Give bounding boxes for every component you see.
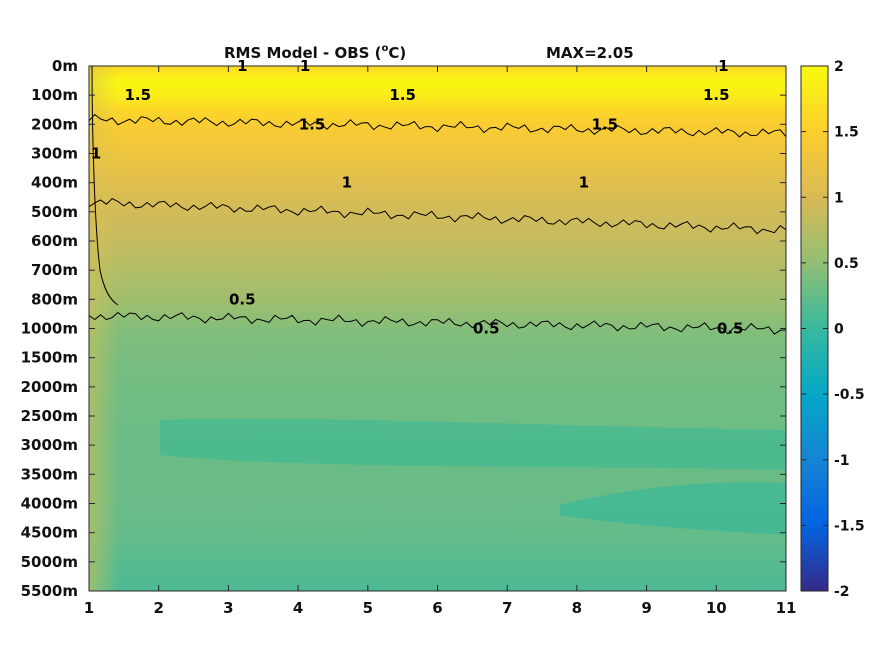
colorbar-tick-label: 1 — [834, 190, 844, 206]
colorbar-tick-label: -2 — [834, 584, 850, 600]
y-tick-label: 3000m — [21, 436, 78, 454]
contour-label: 0.5 — [473, 320, 500, 338]
y-tick-label: 5500m — [21, 582, 78, 600]
y-tick-label: 600m — [31, 232, 78, 250]
heatmap-area — [89, 66, 786, 591]
contour-line — [89, 311, 786, 335]
y-tick-label: 0m — [52, 57, 78, 75]
x-tick-label: 5 — [363, 599, 373, 617]
contour-label: 1 — [237, 57, 247, 75]
x-tick-label: 11 — [776, 599, 797, 617]
contour-label: 1 — [718, 57, 728, 75]
x-tick-label: 8 — [572, 599, 582, 617]
y-tick-label: 400m — [31, 174, 78, 192]
y-tick-label: 300m — [31, 145, 78, 163]
y-tick-label: 1000m — [21, 320, 78, 338]
colorbar-tick-label: 1.5 — [834, 125, 859, 141]
contour-label: 1.5 — [592, 115, 619, 133]
contour-line — [89, 113, 786, 138]
colorbar-axis: 2 1.5 1 0.5 0 -0.5 -1 -1.5 -2 — [801, 59, 865, 600]
y-tick-label: 100m — [31, 86, 78, 104]
y-tick-label: 2000m — [21, 378, 78, 396]
x-tick-label: 6 — [432, 599, 442, 617]
colorbar-tick-label: -1 — [834, 453, 850, 469]
y-tick-label: 700m — [31, 261, 78, 279]
contour-label: 1 — [579, 174, 589, 192]
contour-label: 1.5 — [125, 86, 152, 104]
y-tick-label: 4000m — [21, 495, 78, 513]
deep-patch-2 — [560, 482, 786, 535]
y-tick-label: 2500m — [21, 407, 78, 425]
contour-label: 0.5 — [229, 290, 256, 308]
y-tick-label: 800m — [31, 290, 78, 308]
contour-label: 1 — [342, 174, 352, 192]
x-tick-label: 10 — [706, 599, 727, 617]
y-tick-label: 200m — [31, 115, 78, 133]
colorbar-tick-label: -1.5 — [834, 518, 865, 534]
x-tick-label: 9 — [641, 599, 651, 617]
contour-label: 1.5 — [703, 86, 730, 104]
contour-label: 1 — [300, 57, 310, 75]
y-tick-label: 3500m — [21, 465, 78, 483]
contour-line — [91, 66, 119, 306]
colorbar-tick-label: 2 — [834, 59, 844, 75]
x-tick-label: 2 — [153, 599, 163, 617]
x-tick-label: 3 — [223, 599, 233, 617]
contour-labels: 1 1 1 1.5 1.5 1.5 1.5 1.5 1 1 1 0.5 0.5 0.5 — [91, 57, 744, 338]
chart-title: RMS Model - OBS (oC) — [224, 43, 406, 62]
contour-label: 1.5 — [299, 115, 326, 133]
contour-label: 1.5 — [389, 86, 416, 104]
max-annotation: MAX=2.05 — [546, 44, 634, 62]
deep-patch-1 — [160, 418, 786, 470]
colorbar-tick-label: 0.5 — [834, 256, 859, 272]
contour-lines — [89, 66, 786, 335]
y-axis: 0m 100m 200m 300m 400m 500m 600m 700m 800m 1000m 1… — [21, 57, 786, 600]
x-tick-label: 4 — [293, 599, 303, 617]
contour-label: 1 — [91, 145, 101, 163]
y-tick-label: 5000m — [21, 553, 78, 571]
colorbar-tick-label: 0 — [834, 322, 844, 338]
contour-line — [89, 197, 786, 235]
x-axis: 1 2 3 4 5 6 7 8 9 10 11 — [84, 66, 797, 617]
x-tick-label: 7 — [502, 599, 512, 617]
contour-label: 0.5 — [717, 320, 744, 338]
y-tick-label: 1500m — [21, 349, 78, 367]
colorbar-tick-label: -0.5 — [834, 387, 865, 403]
y-tick-label: 4500m — [21, 524, 78, 542]
x-tick-label: 1 — [84, 599, 94, 617]
y-tick-label: 500m — [31, 203, 78, 221]
